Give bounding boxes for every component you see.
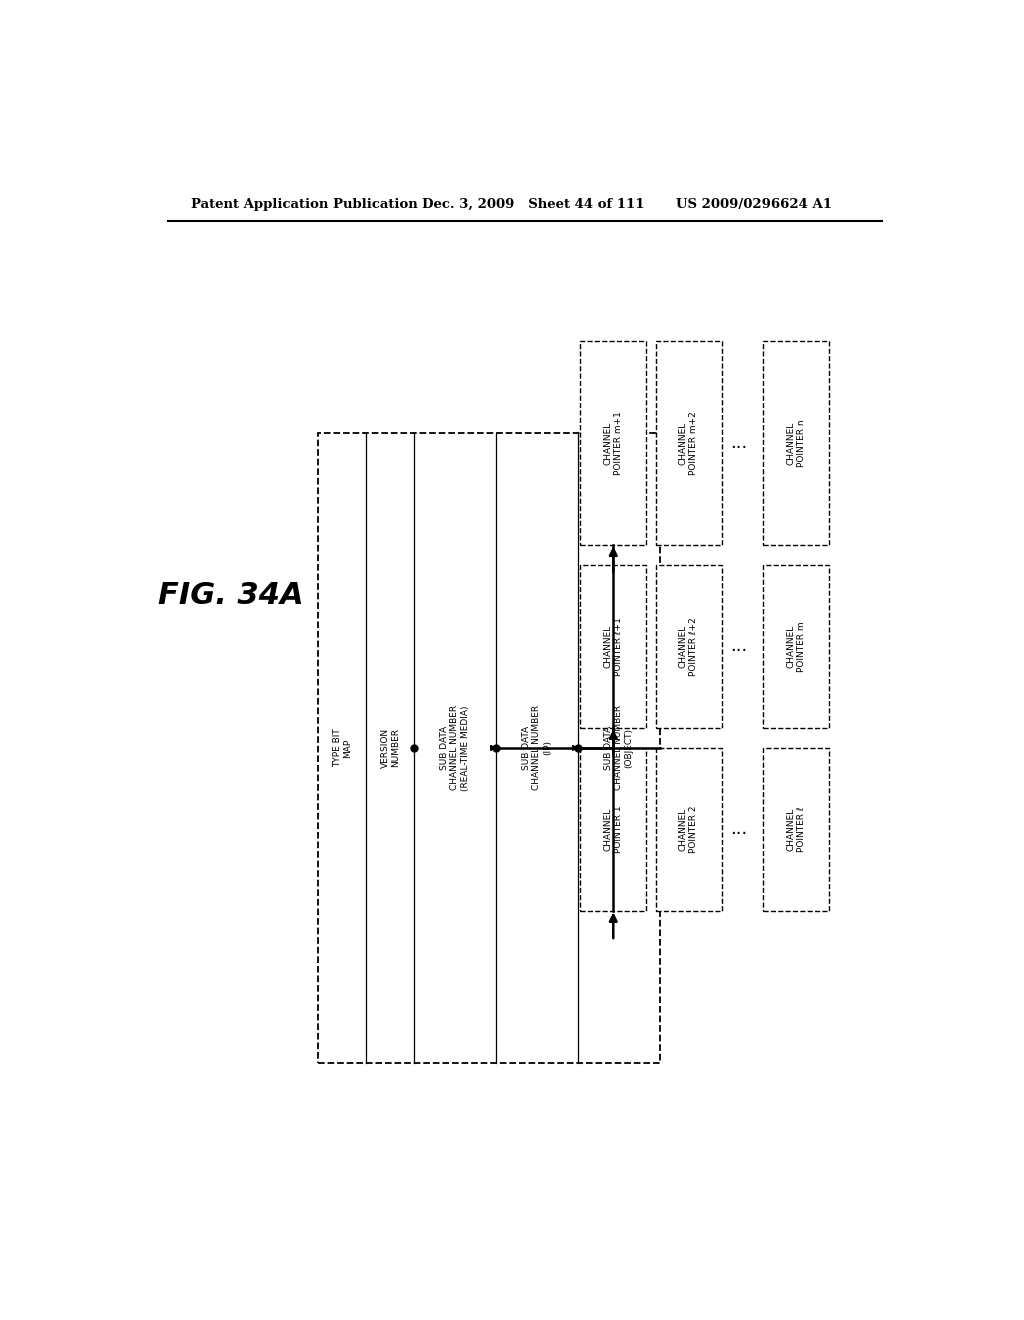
Text: CHANNEL
POINTER n: CHANNEL POINTER n bbox=[786, 420, 806, 467]
Text: SUB DATA
CHANNEL NUMBER
(IP): SUB DATA CHANNEL NUMBER (IP) bbox=[522, 705, 552, 791]
Text: TYPE BIT
MAP: TYPE BIT MAP bbox=[333, 729, 352, 767]
Text: CHANNEL
POINTER m+2: CHANNEL POINTER m+2 bbox=[679, 411, 698, 475]
FancyBboxPatch shape bbox=[655, 565, 722, 727]
Text: ...: ... bbox=[730, 820, 748, 838]
Text: ...: ... bbox=[730, 434, 748, 451]
Text: CHANNEL
POINTER 1: CHANNEL POINTER 1 bbox=[603, 805, 623, 853]
Text: CHANNEL
POINTER m+1: CHANNEL POINTER m+1 bbox=[603, 411, 623, 475]
Text: CHANNEL
POINTER ℓ: CHANNEL POINTER ℓ bbox=[786, 807, 806, 851]
Text: Dec. 3, 2009   Sheet 44 of 111: Dec. 3, 2009 Sheet 44 of 111 bbox=[422, 198, 644, 211]
Text: VERSION
NUMBER: VERSION NUMBER bbox=[381, 727, 399, 768]
FancyBboxPatch shape bbox=[763, 342, 828, 545]
Text: SUB DATA
CHANNEL NUMBER
(OBJECT): SUB DATA CHANNEL NUMBER (OBJECT) bbox=[604, 705, 634, 791]
Text: CHANNEL
POINTER ℓ+2: CHANNEL POINTER ℓ+2 bbox=[679, 616, 698, 676]
FancyBboxPatch shape bbox=[581, 342, 646, 545]
FancyBboxPatch shape bbox=[763, 565, 828, 727]
FancyBboxPatch shape bbox=[581, 565, 646, 727]
Text: SUB DATA
CHANNEL NUMBER
(REAL-TIME MEDIA): SUB DATA CHANNEL NUMBER (REAL-TIME MEDIA… bbox=[440, 705, 470, 791]
FancyBboxPatch shape bbox=[581, 748, 646, 911]
Text: ...: ... bbox=[730, 638, 748, 655]
Text: CHANNEL
POINTER m: CHANNEL POINTER m bbox=[786, 620, 806, 672]
Text: Patent Application Publication: Patent Application Publication bbox=[191, 198, 418, 211]
FancyBboxPatch shape bbox=[655, 342, 722, 545]
Text: CHANNEL
POINTER ℓ+1: CHANNEL POINTER ℓ+1 bbox=[603, 616, 623, 676]
Text: US 2009/0296624 A1: US 2009/0296624 A1 bbox=[676, 198, 831, 211]
FancyBboxPatch shape bbox=[655, 748, 722, 911]
FancyBboxPatch shape bbox=[318, 433, 659, 1063]
FancyBboxPatch shape bbox=[763, 748, 828, 911]
Text: FIG. 34A: FIG. 34A bbox=[159, 581, 304, 610]
Text: CHANNEL
POINTER 2: CHANNEL POINTER 2 bbox=[679, 805, 698, 853]
